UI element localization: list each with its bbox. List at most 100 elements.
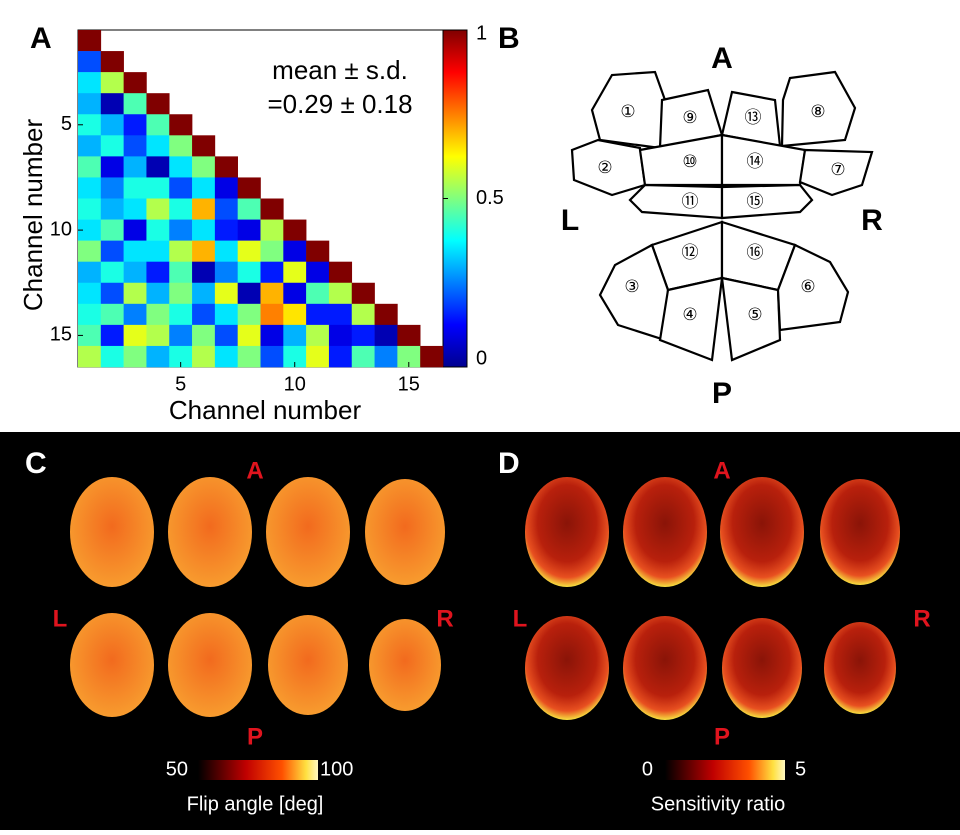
panel-d: D A L R P 0 5 Sensitivity ratio (498, 447, 931, 815)
sensitivity-maps (525, 477, 900, 720)
colorbar (665, 760, 785, 780)
heatmap-cell (100, 324, 124, 347)
heatmap-cell (100, 114, 124, 136)
heatmap-cell (192, 303, 216, 326)
coil-element-label: ③ (624, 277, 639, 297)
orientation-label: A (711, 42, 733, 75)
colorbar-tick-label: 1 (476, 22, 487, 44)
coil-element-label: ② (597, 158, 612, 178)
heatmap-cell (169, 135, 193, 157)
heatmap-cell (351, 303, 375, 326)
heatmap-cell (169, 282, 193, 305)
heatmap-cell (100, 198, 124, 220)
annotation: mean ± s.d. (272, 55, 408, 85)
colorbar-tick-label: 0.5 (476, 187, 504, 209)
coil-element-label: ⑪ (682, 192, 699, 212)
coil-element-label: ⑧ (810, 102, 825, 122)
heatmap-cell (123, 345, 147, 368)
heatmap-cell (146, 93, 170, 115)
heatmap-cell (78, 51, 102, 73)
heatmap-cell (78, 114, 102, 136)
colorbar-label: 0 (642, 758, 653, 780)
heatmap-cell (237, 282, 261, 305)
coil-element-label: ⑮ (747, 192, 764, 212)
x-axis-label: Channel number (169, 395, 362, 425)
heatmap-cell (146, 240, 170, 262)
heatmap-cell (123, 72, 147, 94)
orientation-label: R (913, 605, 930, 632)
heatmap-cell (78, 93, 102, 115)
heatmap-cell (169, 324, 193, 347)
heatmap-cell (100, 219, 124, 241)
panel-label: A (30, 22, 52, 55)
colorbar-label: 100 (320, 758, 353, 780)
heatmap-cell (192, 156, 216, 178)
heatmap-cell (123, 177, 147, 199)
orientation-label: P (714, 723, 730, 750)
heatmap-cell (306, 303, 330, 326)
heatmap-cell (169, 345, 193, 368)
heatmap-cell (260, 198, 284, 220)
heatmap-cell (283, 219, 307, 241)
heatmap-cell (169, 114, 193, 136)
heatmap-cell (351, 282, 375, 305)
heatmap-cell (237, 261, 261, 284)
heatmap-cell (123, 324, 147, 347)
heatmap-cell (100, 177, 124, 199)
heatmap-cell (78, 30, 102, 52)
panel-label: B (498, 22, 520, 55)
heatmap-cell (283, 261, 307, 284)
heatmap-cell (283, 303, 307, 326)
heatmap-cell (123, 303, 147, 326)
orientation-label: P (712, 377, 732, 410)
heatmap-cell (78, 198, 102, 220)
heatmap-cell (306, 345, 330, 368)
colorbar-label: 5 (795, 758, 806, 780)
heatmap-cell (192, 219, 216, 241)
heatmap-cell (123, 135, 147, 157)
orientation-label: A (246, 457, 263, 484)
heatmap-cell (420, 345, 444, 368)
heatmap-cell (397, 324, 421, 347)
heatmap-cell (192, 345, 216, 368)
heatmap-cell (260, 282, 284, 305)
x-tick-label: 5 (175, 373, 186, 395)
coil-element-label: ⑫ (682, 243, 699, 263)
x-tick-label: 15 (398, 373, 420, 395)
panel-label: D (498, 447, 520, 480)
heatmap-cell (283, 240, 307, 262)
panel-b: B A L R P (498, 22, 883, 410)
heatmap-cell (214, 324, 238, 347)
heatmap-cell (260, 261, 284, 284)
annotation: =0.29 ± 0.18 (267, 89, 412, 119)
y-axis-label: Channel number (18, 119, 48, 312)
heatmap-cell (237, 177, 261, 199)
colorbar-label: 50 (166, 758, 188, 780)
coil-outlines (570, 70, 874, 362)
coil-element-label: ⑭ (747, 152, 764, 172)
coil-element-label: ⑩ (682, 152, 697, 172)
coil-element-label: ⑦ (830, 160, 845, 180)
panel-c: C A L R P 50 100 Flip angle [deg] (25, 447, 454, 815)
colorbar (198, 760, 318, 780)
heatmap-cell (192, 282, 216, 305)
heatmap-cell (123, 240, 147, 262)
heatmap-cell (192, 261, 216, 284)
heatmap-cell (214, 261, 238, 284)
heatmap-cell (78, 324, 102, 347)
heatmap-cell (123, 156, 147, 178)
heatmap-cell (260, 345, 284, 368)
coil-element-label: ① (620, 102, 635, 122)
heatmap-cell (146, 198, 170, 220)
heatmap-cell (328, 261, 353, 284)
heatmap-cell (237, 324, 261, 347)
heatmap-cell (78, 303, 102, 326)
heatmap-cell (192, 240, 216, 262)
heatmap-cell (351, 345, 375, 368)
heatmap-cell (214, 345, 238, 368)
heatmap-cell (169, 198, 193, 220)
heatmap-cell (100, 240, 124, 262)
heatmap-cell (146, 156, 170, 178)
heatmap-cell (192, 198, 216, 220)
